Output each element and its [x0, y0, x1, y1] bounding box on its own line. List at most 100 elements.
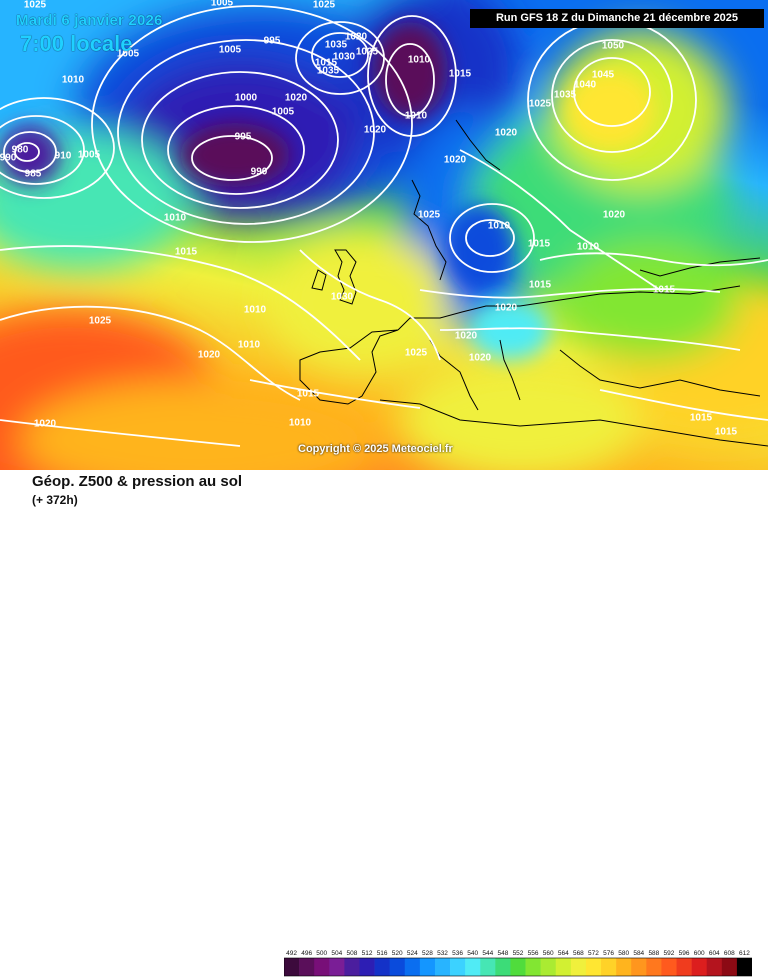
- weather-map: 1025 1005 1025 1005 995 1035 1025 1030 1020 1015 1…: [0, 0, 768, 470]
- isobar-label: 1030: [333, 52, 356, 63]
- legend-label: 584: [633, 950, 644, 957]
- isobar-label: 1015: [690, 413, 713, 424]
- legend-swatch: [721, 958, 738, 976]
- map-footer: Géop. Z500 & pression au sol (+ 372h) 49…: [0, 470, 768, 977]
- legend-swatch: [646, 958, 662, 976]
- chart-title: Géop. Z500 & pression au sol: [32, 473, 243, 490]
- isobar-label: 1005: [219, 45, 242, 56]
- legend-swatch: [676, 958, 692, 976]
- legend-swatch: [706, 958, 723, 976]
- z500-color-field: [0, 0, 768, 470]
- isobar-label: 1010: [244, 305, 267, 316]
- legend-swatch: [434, 958, 451, 976]
- isobar-label: 1015: [175, 247, 198, 258]
- isobar-label: 1035: [325, 40, 348, 51]
- isobar-label: 1045: [592, 70, 615, 81]
- legend-label: 500: [316, 950, 327, 957]
- legend-label: 512: [362, 950, 373, 957]
- isobar-label: 1015: [297, 389, 320, 400]
- isobar-label: 1020: [364, 125, 387, 136]
- run-info-banner: Run GFS 18 Z du Dimanche 21 décembre 202…: [470, 9, 764, 28]
- legend-label: 536: [452, 950, 463, 957]
- legend-swatch: [570, 958, 587, 976]
- isobar-label: 1010: [238, 340, 261, 351]
- isobar-label: 1025: [529, 99, 552, 110]
- legend-label: 520: [392, 950, 403, 957]
- isobar-label: 1020: [455, 331, 478, 342]
- legend-swatch: [585, 958, 602, 976]
- isobar-label: 1010: [164, 213, 187, 224]
- legend-swatch: [736, 958, 752, 976]
- isobar-label: 1015: [315, 58, 338, 69]
- isobar-label: 910: [55, 151, 72, 162]
- coastlines: [299, 119, 768, 447]
- legend-label: 604: [709, 950, 720, 957]
- legend-label: 588: [648, 950, 659, 957]
- isobar-label: 1015: [528, 239, 551, 250]
- isobar-label: 990: [251, 167, 268, 178]
- isobar-label: 1010: [577, 242, 600, 253]
- isobar-label: 1010: [488, 221, 511, 232]
- legend-swatch: [540, 958, 557, 976]
- legend-label: 592: [664, 950, 675, 957]
- legend-swatch: [661, 958, 677, 976]
- legend-label: 548: [497, 950, 508, 957]
- isobar-label: 1010: [62, 75, 85, 86]
- isobar-label: 1005: [78, 150, 101, 161]
- legend-label: 612: [739, 950, 750, 957]
- isobar-label: 1015: [715, 427, 738, 438]
- legend-label: 532: [437, 950, 448, 957]
- legend-label: 556: [528, 950, 539, 957]
- isobar-label: 1025: [418, 210, 441, 221]
- isobar-label: 1020: [469, 353, 492, 364]
- isobar-label: 985: [25, 169, 42, 180]
- isobar-lines: [0, 5, 768, 447]
- legend-label: 524: [407, 950, 418, 957]
- isobar-label: 1020: [495, 303, 518, 314]
- legend-swatch: [419, 958, 436, 976]
- legend-swatch: [450, 958, 466, 976]
- legend-swatch: [299, 958, 315, 976]
- legend-swatch: [495, 958, 511, 976]
- isobar-label: 1010: [408, 55, 431, 66]
- legend-swatch: [601, 958, 617, 976]
- isobar-label: 990: [0, 153, 17, 164]
- legend-label: 508: [347, 950, 358, 957]
- forecast-local-time: 7:00 locale: [20, 31, 133, 56]
- isobar-label: 1020: [345, 32, 368, 43]
- legend-swatch: [404, 958, 421, 976]
- legend-swatch: [525, 958, 541, 976]
- legend-label: 608: [724, 950, 735, 957]
- legend-swatch: [465, 958, 481, 976]
- lead-time: (+ 372h): [32, 493, 78, 507]
- isobar-label: 980: [12, 145, 29, 156]
- isobar-label: 1025: [405, 348, 428, 359]
- legend-label: 572: [588, 950, 599, 957]
- isobar-label: 1020: [34, 419, 57, 430]
- isobar-label: 1025: [356, 47, 379, 58]
- isobar-label: 1035: [317, 66, 340, 77]
- legend-label: 492: [286, 950, 297, 957]
- legend-swatch: [389, 958, 406, 976]
- legend-label: 540: [467, 950, 478, 957]
- isobar-label: 1035: [554, 90, 577, 101]
- legend-swatch: [374, 958, 390, 976]
- legend-label: 528: [422, 950, 433, 957]
- isobar-label: 1015: [529, 280, 552, 291]
- legend-label: 544: [482, 950, 493, 957]
- legend-swatch: [555, 958, 572, 976]
- isobar-label: 1005: [117, 49, 140, 60]
- copyright-notice: Copyright © 2025 Meteociel.fr: [298, 443, 453, 455]
- isobar-label: 1025: [24, 0, 47, 11]
- isobar-label: 1020: [444, 155, 467, 166]
- isobar-label: 1015: [653, 285, 676, 296]
- legend-label: 516: [377, 950, 388, 957]
- legend-swatch: [616, 958, 632, 976]
- legend-swatch: [359, 958, 375, 976]
- isobar-label: 995: [264, 36, 281, 47]
- forecast-date: Mardi 6 janvier 2026: [16, 12, 163, 29]
- legend-swatch: [510, 958, 526, 976]
- legend-swatch: [344, 958, 360, 976]
